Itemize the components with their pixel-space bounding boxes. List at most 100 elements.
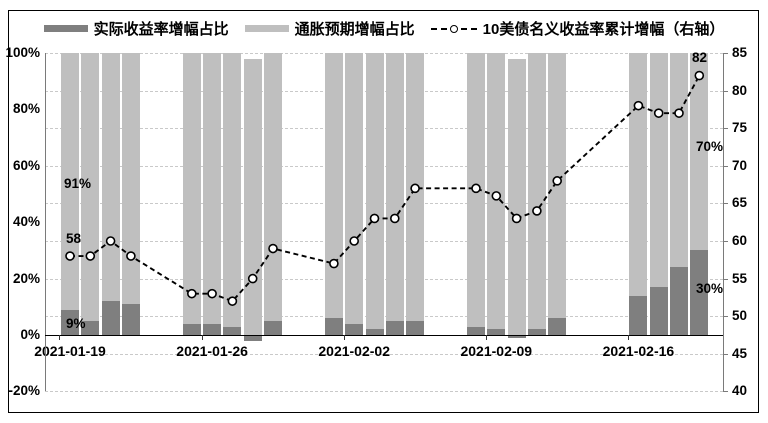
line-data-point-marker [85,251,96,261]
x-axis-date-label: 2021-01-19 [34,343,106,359]
gridline [45,353,723,355]
right-axis-tick [723,203,728,205]
actual-bar-segment [223,326,242,335]
legend-label-line: 10美债名义收益率累计增幅（右轴） [482,21,725,38]
gridline [45,128,723,130]
actual-bar-segment [365,329,384,335]
line-data-point-marker [552,176,563,186]
line-data-point-marker [532,206,542,216]
inflation-bar-segment [223,53,242,327]
gridline [45,391,723,393]
line-data-point-marker [694,70,705,81]
line-data-point-marker [369,213,380,224]
line-data-point-marker [633,100,644,111]
line-data-point-marker [65,251,75,261]
actual-bar-segment [670,267,688,335]
left-axis-label: 100% [5,45,40,60]
line-data-point-marker [329,258,339,269]
inflation-bar-segment [203,53,222,324]
right-axis-tick [723,353,728,355]
x-axis-line [45,335,723,336]
left-axis-label: 0% [20,327,40,342]
left-axis-label: 80% [12,101,40,117]
right-axis-label: 70 [732,157,748,173]
right-axis-label: 75 [732,120,748,136]
gridline [45,53,723,54]
line-data-point-marker [247,273,258,284]
line-data-point-marker [207,288,217,299]
gridline [45,90,723,92]
actual-bar-segment [324,318,343,335]
actual-bar-segment [548,318,567,335]
actual-bar-segment [690,250,709,335]
right-axis-label: 50 [732,308,748,324]
right-axis-label: 80 [732,82,748,98]
legend-label-inflation: 通胀预期增幅占比 [294,21,415,38]
actual-bar-segment [243,335,262,341]
inflation-bar-segment [629,53,648,296]
inflation-bar-segment [243,58,262,335]
right-axis-label: 40 [732,383,748,399]
actual-bar-segment [121,303,140,335]
legend-item-inflation: 通胀预期增幅占比 [244,18,415,39]
line-data-point-marker [126,251,136,261]
gridline [45,316,723,318]
right-axis-label: 65 [732,195,748,211]
actual-bar-segment [527,329,546,335]
inflation-bar-segment [345,53,364,324]
inflation-bar-segment [182,53,201,324]
left-axis-label: 20% [12,270,40,286]
inflation-bar-segment [507,58,526,335]
actual-bar-segment [629,295,648,335]
data-callout-label: 91% [64,176,92,191]
inflation-bar-segment [670,53,688,268]
inflation-bar-segment [385,53,404,321]
right-axis-label: 85 [732,45,748,60]
inflation-bar-segment [690,53,709,251]
line-data-point-marker [187,288,197,299]
actual-bar-segment [101,301,120,335]
dashed-line-marker-icon [430,24,477,34]
data-callout-label: 30% [696,281,724,296]
inflation-bar-segment [324,53,343,319]
line-data-point-marker [349,236,360,246]
actual-bar-segment [487,329,506,335]
right-axis-tick [723,278,728,280]
actual-bar-segment [345,323,364,335]
actual-bar-segment [507,335,526,338]
inflation-bar-segment [365,53,384,330]
data-callout-label: 58 [66,231,82,246]
left-axis-label: -20% [8,383,40,399]
line-data-point-marker [268,243,278,254]
x-axis-tick [485,335,487,340]
inflation-bar-segment [81,53,100,321]
actual-bar-segment [467,326,485,335]
circle-marker-icon [449,24,458,33]
x-axis-date-label: 2021-02-16 [602,343,675,359]
right-axis-label: 55 [732,270,748,286]
data-callout-label: 9% [66,316,86,331]
actual-bar-segment [406,320,425,335]
right-axis-tick [723,53,728,54]
line-data-point-marker [105,236,116,246]
actual-bar-segment [203,323,222,335]
x-axis-tick [627,335,629,340]
data-callout-label: 70% [696,139,724,154]
gridline [45,278,723,280]
x-axis-date-label: 2021-02-02 [318,343,390,359]
legend-item-actual: 实际收益率增幅占比 [43,18,229,39]
right-axis-line [723,53,724,392]
actual-series-swatch-icon [43,25,88,32]
x-axis-tick [201,335,203,340]
inflation-bar-segment [264,53,282,321]
actual-bar-segment [81,320,100,335]
actual-bar-segment [264,320,282,335]
line-data-point-marker [389,213,400,224]
inflation-bar-segment [527,53,546,330]
line-data-point-marker [653,108,664,118]
legend: 实际收益率增幅占比 通胀预期增幅占比 10美债名义收益率累计增幅（右轴） [10,18,758,39]
legend-label-actual: 实际收益率增幅占比 [93,21,229,38]
right-axis-tick [723,90,728,92]
